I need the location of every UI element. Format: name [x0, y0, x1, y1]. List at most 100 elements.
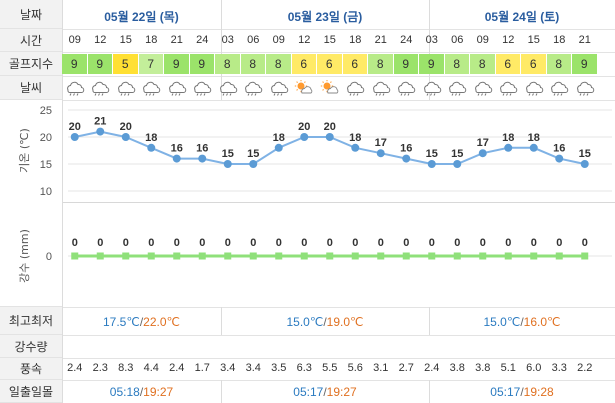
golf-index-cell: 6: [291, 54, 317, 74]
temperature-point: [580, 160, 589, 168]
time-cell: 24: [400, 34, 413, 46]
low-temp: 15.0℃: [286, 315, 324, 329]
temperature-value-label: 20: [324, 121, 336, 133]
precipitation-point: [428, 252, 436, 260]
cloud-rain-icon: [496, 80, 522, 99]
temperature-point: [555, 154, 564, 163]
temperature-point: [121, 133, 130, 141]
temperature-point: [453, 160, 462, 168]
wind-cell: 3.1: [373, 362, 389, 374]
cloud-rain-icon: [88, 80, 114, 99]
precipitation-point: [555, 252, 563, 260]
temperature-point: [351, 143, 360, 152]
temperature-point: [274, 143, 283, 152]
cloud-rain-icon: [368, 80, 394, 99]
temperature-value-label: 18: [349, 132, 361, 144]
wind-cell: 4.4: [143, 362, 159, 374]
golf-index-cell: 8: [240, 54, 266, 74]
golf-index-cell: 6: [495, 54, 521, 74]
time-label: 시간: [0, 29, 62, 52]
golf-index-label: 골프지수: [0, 52, 62, 76]
temperature-value-label: 20: [298, 121, 310, 133]
time-cell: 03: [221, 34, 234, 46]
golf-index-cell: 8: [444, 54, 470, 74]
time-cell: 15: [323, 34, 336, 46]
precipitation-value-label: 0: [72, 237, 78, 249]
temperature-value-label: 15: [451, 148, 463, 160]
precipitation-point: [530, 252, 538, 260]
golf-index-cell: 9: [419, 54, 445, 74]
wind-cell: 2.7: [398, 362, 414, 374]
y-tick-label: 10: [40, 186, 52, 198]
time-cell: 15: [527, 34, 540, 46]
wind-cell: 6.3: [296, 362, 312, 374]
temperature-chart: 10 15 20 25 기온 (℃) 20 21 20 18 16 16 15 15 18 20 20 18 17…: [18, 105, 612, 198]
minmax-day-3: 15.0℃/16.0℃: [483, 315, 561, 329]
precipitation-point: [173, 252, 181, 260]
golf-index-cell: 8: [266, 54, 292, 74]
golf-index-cell: 5: [113, 54, 139, 74]
day-header-2: 05월 23일 (금): [287, 10, 363, 24]
precipitation-point: [479, 252, 487, 260]
temperature-value-label: 15: [579, 148, 591, 160]
wind-cell: 2.4: [424, 362, 440, 374]
precipitation-chart: 0 강수 (mm) 0 0 0 0 0 0 0 0 0 0 0 0 0 0 0 0 0 0 0 0 0: [18, 229, 612, 283]
golf-index-cell: 9: [572, 54, 598, 74]
precipitation-value-label: 0: [454, 237, 460, 249]
golf-index-cell: 9: [189, 54, 215, 74]
wind-cell: 3.4: [245, 362, 261, 374]
day-header-3: 05월 24일 (토): [484, 10, 560, 24]
time-cell: 12: [298, 34, 311, 46]
precipitation-point: [453, 252, 461, 260]
y-tick-label: 15: [40, 159, 52, 171]
sun-cloud-icon: [317, 79, 343, 99]
temperature-value-label: 18: [273, 132, 285, 144]
temperature-value-label: 18: [145, 132, 157, 144]
time-cell: 06: [451, 34, 464, 46]
temperature-value-label: 17: [375, 137, 387, 149]
golf-index-cell: 8: [215, 54, 241, 74]
temperature-value-label: 20: [120, 121, 132, 133]
low-temp: 17.5℃: [102, 315, 140, 329]
precipitation-point: [326, 252, 334, 260]
precipitation-value-label: 0: [556, 237, 562, 249]
time-cell: 21: [170, 34, 183, 46]
temperature-point: [427, 160, 436, 168]
time-cell: 03: [425, 34, 438, 46]
weather-label: 날씨: [0, 76, 62, 100]
temperature-value-label: 16: [196, 143, 208, 155]
precipitation-point: [122, 252, 130, 260]
golf-index-cell: 7: [138, 54, 164, 74]
temperature-point: [223, 160, 232, 168]
time-cell: 18: [349, 34, 362, 46]
wind-label: 풍속: [0, 358, 62, 380]
golf-index-cell: 9: [62, 54, 88, 74]
precipitation-value-label: 0: [378, 237, 384, 249]
precipitation-point: [198, 252, 206, 260]
golf-index-cell: 8: [546, 54, 572, 74]
precipitation-value-label: 0: [531, 237, 537, 249]
precipitation-value-label: 0: [505, 237, 511, 249]
wind-cell: 2.2: [577, 362, 593, 374]
precipitation-value-label: 0: [352, 237, 358, 249]
precipitation-point: [402, 252, 410, 260]
precipitation-value-label: 0: [225, 237, 231, 249]
wind-cell: 2.4: [67, 362, 83, 374]
temperature-point: [96, 127, 105, 136]
time-cell: 09: [272, 34, 285, 46]
wind-cell: 3.4: [220, 362, 236, 374]
golf-index-cell: 9: [393, 54, 419, 74]
cloud-rain-icon: [113, 80, 139, 99]
cloud-rain-icon: [241, 80, 267, 99]
cloud-rain-icon: [164, 80, 190, 99]
precipitation-value-label: 0: [97, 237, 103, 249]
temperature-value-label: 16: [171, 143, 183, 155]
cloud-rain-icon: [215, 80, 241, 99]
precipitation-value-label: 0: [174, 237, 180, 249]
chart-label-area: [0, 100, 62, 307]
minmax-day-2: 15.0℃/19.0℃: [286, 315, 364, 329]
temperature-value-label: 18: [502, 132, 514, 144]
precipitation-point: [147, 252, 155, 260]
precipitation-point: [249, 252, 257, 260]
